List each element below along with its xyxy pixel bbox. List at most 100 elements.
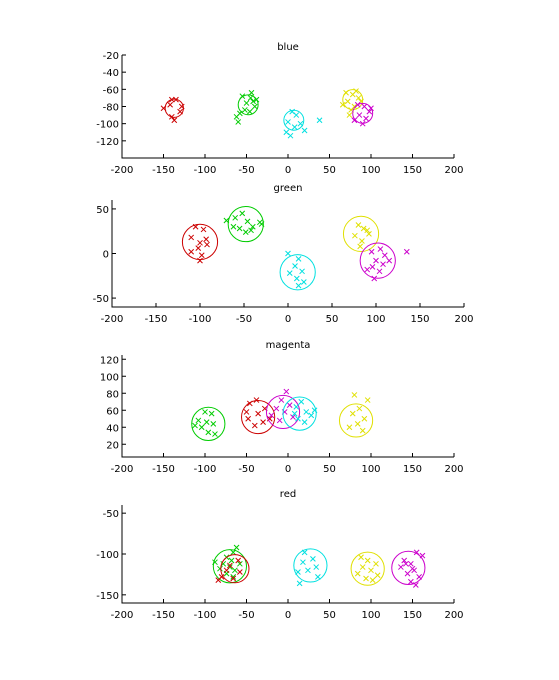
data-point: [358, 554, 364, 561]
cluster-circle: [220, 554, 250, 584]
data-point: [363, 575, 369, 582]
data-point: [192, 422, 198, 429]
data-point: [290, 414, 296, 420]
x-tick-label: 150: [403, 165, 422, 176]
cluster: [241, 397, 276, 435]
data-point: [346, 112, 353, 118]
data-point: [177, 108, 183, 115]
subplot-title: blue: [277, 42, 299, 53]
cluster: [359, 242, 410, 282]
x-tick-label: 150: [410, 314, 429, 325]
data-point: [403, 248, 410, 255]
data-point: [354, 420, 361, 427]
data-point: [235, 119, 242, 125]
data-point: [195, 417, 202, 424]
data-point: [416, 574, 422, 580]
cluster: [293, 548, 328, 587]
x-tick-label: -50: [238, 464, 254, 475]
cluster: [338, 392, 374, 438]
y-tick-label: 60: [106, 406, 119, 417]
data-point: [160, 105, 167, 112]
cluster-circle: [227, 205, 264, 243]
data-point: [223, 567, 230, 574]
cluster: [212, 544, 247, 584]
data-point: [243, 409, 250, 415]
data-point: [198, 252, 205, 259]
data-point: [248, 89, 255, 96]
data-point: [346, 424, 353, 431]
subplot-blue: blue -200 -150 -100 -50 0 50 100 150 200 -20 -40 -60…: [96, 42, 463, 176]
data-point: [167, 101, 173, 108]
data-point: [352, 232, 358, 239]
data-point: [208, 410, 215, 417]
y-tick-label: 40: [106, 423, 119, 434]
cluster-circle: [241, 399, 276, 435]
x-tick-label: -150: [152, 464, 175, 475]
data-point: [303, 409, 310, 415]
data-point: [197, 239, 203, 246]
y-tick-label: -80: [103, 103, 119, 114]
data-point: [356, 112, 363, 118]
y-tick-label: -120: [96, 137, 119, 148]
y-tick-label: -150: [96, 591, 119, 602]
data-point: [260, 419, 266, 426]
data-point: [313, 564, 320, 570]
x-tick-label: 100: [361, 464, 380, 475]
data-point: [412, 582, 419, 588]
data-point: [243, 100, 250, 106]
data-point: [293, 275, 300, 282]
data-point: [300, 559, 306, 566]
data-point: [419, 552, 426, 559]
data-point: [369, 577, 376, 583]
data-point: [305, 567, 311, 574]
x-tick-label: 150: [403, 610, 422, 621]
subplot-red: red -200 -150 -100 -50 0 50 100 150 200 -50 -100 -15…: [96, 489, 463, 621]
data-point: [311, 407, 318, 414]
data-point: [386, 257, 393, 264]
data-point: [364, 227, 371, 234]
subplot-title: green: [274, 183, 303, 194]
x-tick-label: -150: [145, 314, 168, 325]
cluster-circle: [237, 94, 259, 116]
data-point: [233, 544, 240, 551]
x-tick-label: -50: [236, 314, 252, 325]
x-tick-label: -150: [152, 165, 175, 176]
data-point: [364, 397, 371, 403]
data-point: [237, 569, 243, 575]
x-tick-label: 100: [361, 165, 380, 176]
data-point: [203, 236, 210, 243]
data-point: [283, 388, 290, 395]
data-point: [339, 101, 346, 108]
data-point: [235, 557, 242, 564]
data-point: [227, 562, 233, 569]
data-point: [361, 415, 368, 422]
cluster-circle: [338, 403, 374, 438]
data-point: [356, 405, 363, 412]
data-point: [212, 559, 218, 566]
x-tick-label: -200: [101, 314, 124, 325]
data-point: [212, 431, 218, 437]
y-tick-label: -20: [103, 51, 119, 62]
data-point: [344, 98, 351, 105]
data-point: [236, 225, 243, 232]
x-tick-label: 50: [323, 165, 336, 176]
x-tick-label: 200: [454, 314, 473, 325]
cluster: [215, 554, 250, 584]
data-point: [398, 564, 404, 570]
y-tick-label: 0: [103, 250, 109, 261]
cluster-circle: [279, 254, 316, 291]
data-point: [308, 412, 315, 419]
data-point: [359, 120, 366, 127]
data-point: [316, 117, 323, 124]
data-point: [239, 93, 246, 100]
data-point: [295, 255, 302, 262]
x-tick-label: 100: [361, 610, 380, 621]
data-point: [283, 129, 290, 136]
x-tick-label: 50: [326, 314, 339, 325]
data-point: [188, 234, 195, 241]
data-point: [351, 392, 358, 398]
data-point: [359, 427, 366, 434]
data-point: [297, 120, 304, 127]
cluster-circle: [293, 548, 328, 583]
